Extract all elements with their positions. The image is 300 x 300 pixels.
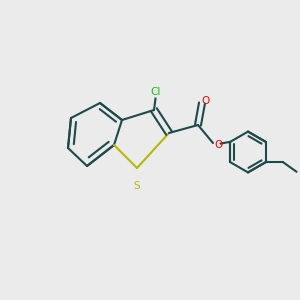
Text: O: O [201, 97, 209, 106]
Text: O: O [214, 140, 223, 149]
Text: S: S [134, 181, 140, 190]
Text: Cl: Cl [150, 87, 161, 98]
